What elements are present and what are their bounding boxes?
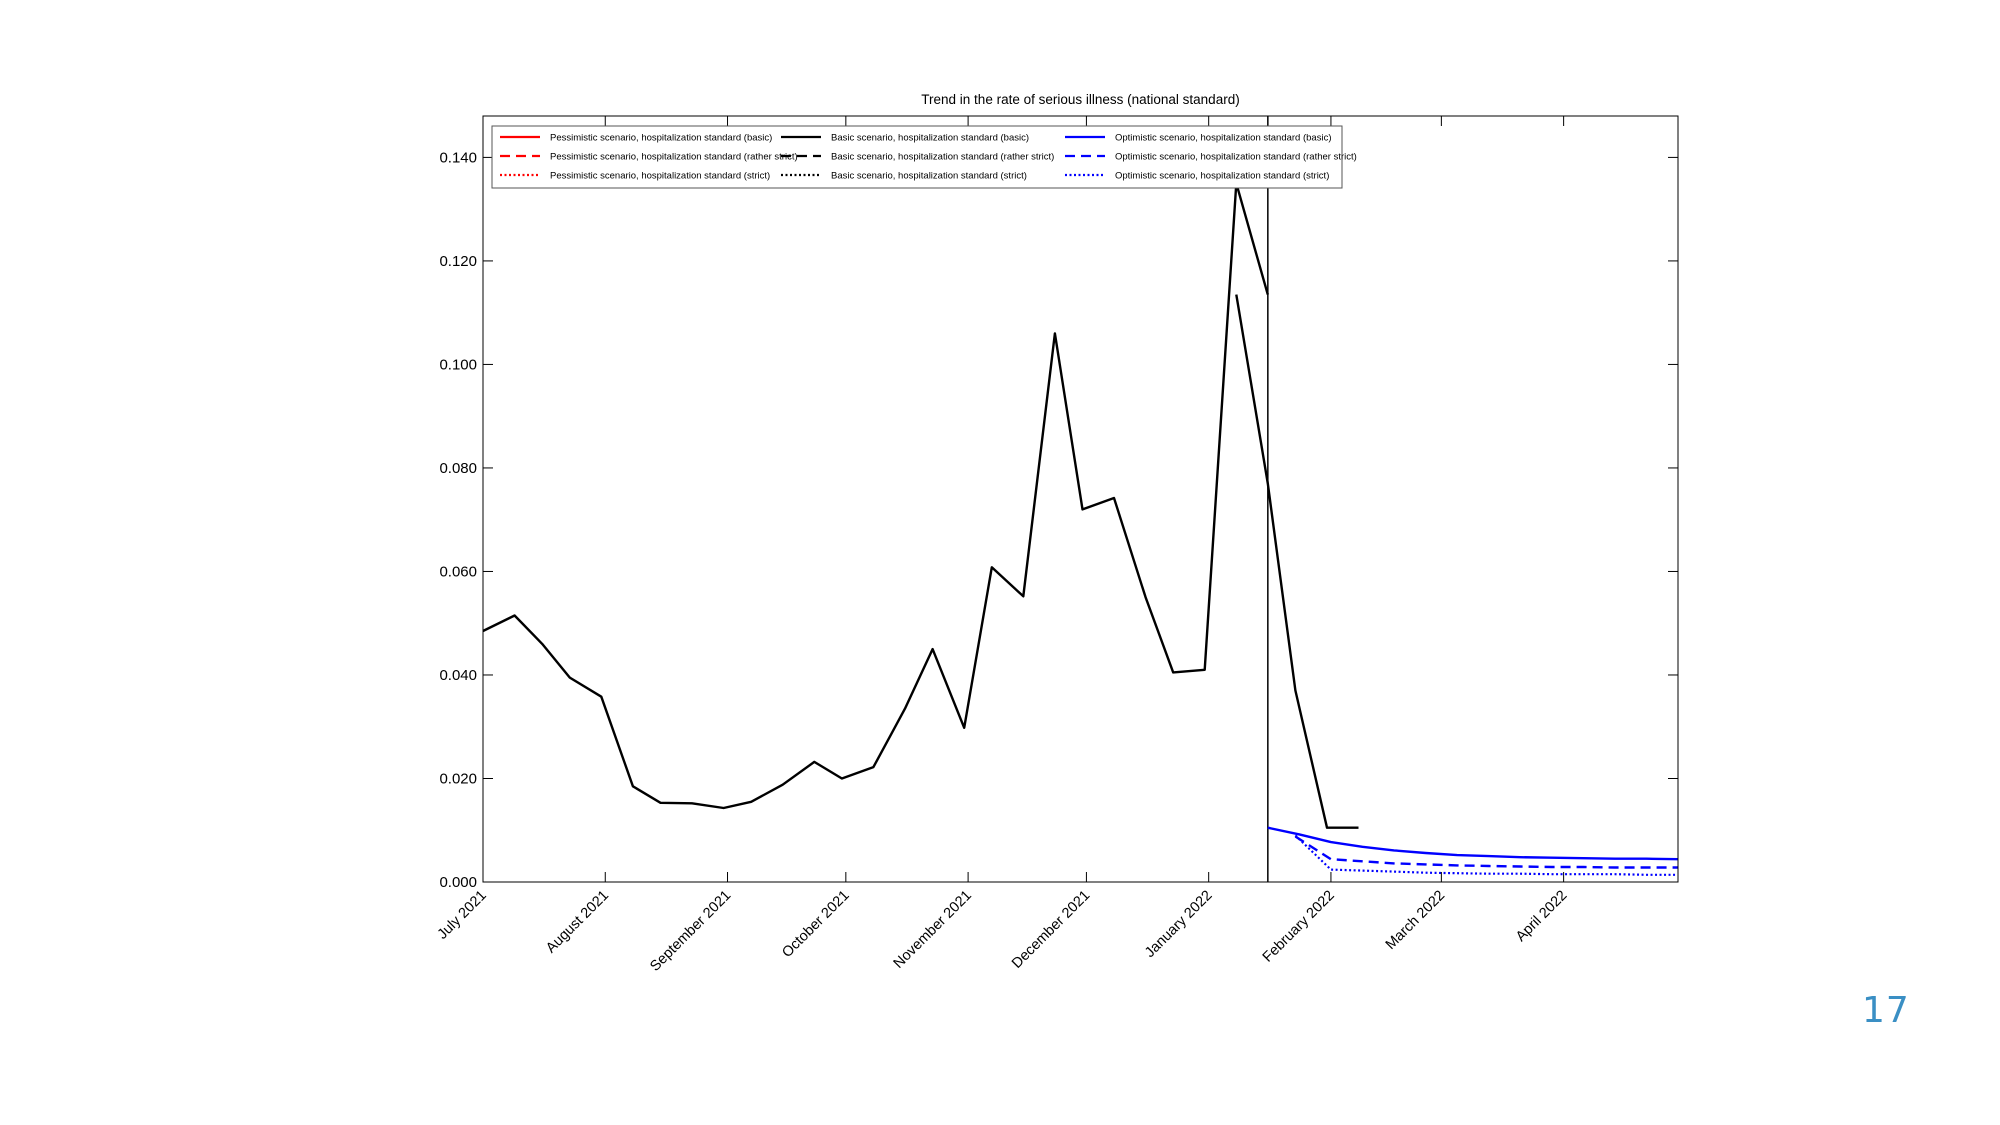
y-tick-label: 0.040 [439, 667, 477, 684]
legend: Pessimistic scenario, hospitalization st… [491, 125, 1357, 189]
x-tick-label: December 2021 [1009, 888, 1093, 972]
x-tick-label: July 2021 [435, 888, 490, 943]
y-tick-label: 0.060 [439, 563, 477, 580]
series-line-3 [1294, 835, 1678, 869]
legend-entry-label: Basic scenario, hospitalization standard… [831, 152, 1054, 163]
series-line-2 [1267, 826, 1679, 861]
x-tick-label: September 2021 [647, 888, 734, 975]
x-tick-label: August 2021 [543, 888, 612, 957]
legend-entry-label: Optimistic scenario, hospitalization sta… [1115, 133, 1331, 144]
legend-entry-label: Pessimistic scenario, hospitalization st… [550, 152, 798, 163]
y-tick-label: 0.140 [439, 149, 477, 166]
legend-entry-label: Optimistic scenario, hospitalization sta… [1115, 152, 1357, 163]
axes-frame [482, 115, 1679, 883]
x-tick-label: February 2022 [1260, 888, 1338, 966]
y-tick-label: 0.020 [439, 770, 477, 787]
legend-entry-label: Pessimistic scenario, hospitalization st… [550, 133, 772, 144]
x-tick-label: November 2021 [891, 888, 975, 972]
y-tick-label: 0.120 [439, 253, 477, 270]
legend-entry-label: Basic scenario, hospitalization standard… [831, 171, 1027, 182]
series-line-0 [482, 182, 1269, 810]
y-tick-label: 0.000 [439, 874, 477, 891]
legend-entry-label: Basic scenario, hospitalization standard… [831, 133, 1029, 144]
axes: 0.000 0.020 0.040 0.060 0.080 0.100 0.120 0.140… [435, 115, 1679, 975]
x-tick-label: October 2021 [779, 888, 852, 961]
legend-box [491, 125, 1343, 189]
plot-area [482, 116, 1679, 882]
x-tick-label: March 2022 [1383, 888, 1448, 953]
y-tick-label: 0.080 [439, 460, 477, 477]
legend-entry-label: Pessimistic scenario, hospitalization st… [550, 171, 770, 182]
series-line-1 [1235, 294, 1359, 829]
page-number: 17 [1862, 990, 1910, 1031]
y-tick-label: 0.100 [439, 356, 477, 373]
legend-entry-label: Optimistic scenario, hospitalization sta… [1115, 171, 1329, 182]
chart-title: Trend in the rate of serious illness (na… [921, 92, 1239, 107]
series-line-4 [1294, 834, 1678, 876]
x-tick-label: April 2022 [1513, 888, 1570, 945]
x-tick-label: January 2022 [1142, 888, 1215, 961]
